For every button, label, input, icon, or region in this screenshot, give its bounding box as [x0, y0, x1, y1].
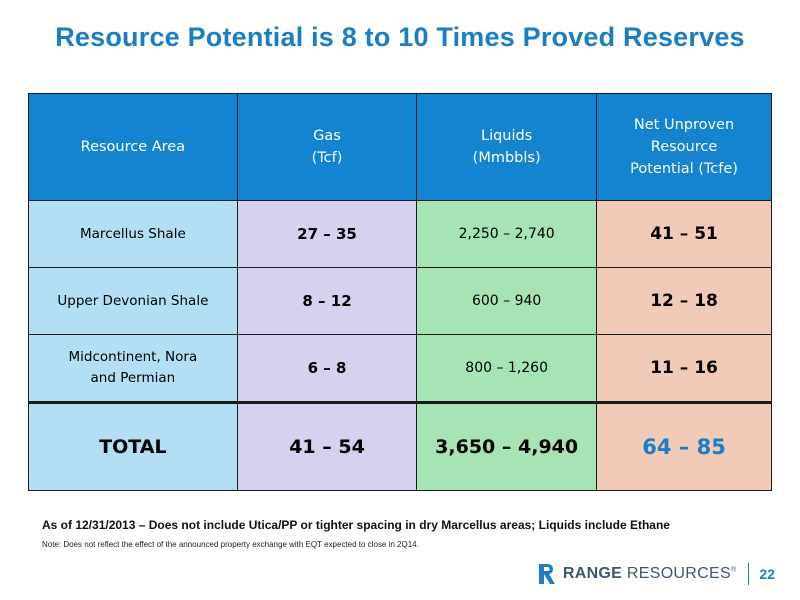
cell-resource-area: Marcellus Shale [28, 200, 238, 268]
footer: RANGE RESOURCES® 22 [537, 562, 775, 586]
cell-liquids: 2,250 – 2,740 [416, 200, 598, 268]
table-row: Upper Devonian Shale 8 – 12 600 – 940 12… [28, 267, 772, 335]
cell-total-net-potential: 64 – 85 [596, 401, 772, 491]
cell-liquids: 800 – 1,260 [416, 334, 598, 403]
page-number: 22 [759, 566, 775, 582]
cell-total-label: TOTAL [28, 401, 238, 491]
table-row: Marcellus Shale 27 – 35 2,250 – 2,740 41… [28, 200, 772, 268]
header-resource-area: Resource Area [28, 93, 238, 201]
header-net-unproven: Net Unproven Resource Potential (Tcfe) [596, 93, 772, 201]
cell-net-potential: 11 – 16 [596, 334, 772, 403]
cell-gas: 6 – 8 [236, 334, 418, 403]
cell-net-potential: 41 – 51 [596, 200, 772, 268]
header-liquids: Liquids (Mmbbls) [416, 93, 598, 201]
cell-resource-area: Upper Devonian Shale [28, 267, 238, 335]
cell-resource-area: Midcontinent, Nora and Permian [28, 334, 238, 403]
resource-table: Resource Area Gas (Tcf) Liquids (Mmbbls)… [28, 93, 772, 491]
footnote-main: As of 12/31/2013 – Does not include Utic… [42, 518, 670, 532]
slide-title: Resource Potential is 8 to 10 Times Prov… [55, 22, 745, 52]
cell-total-gas: 41 – 54 [236, 401, 418, 491]
cell-gas: 8 – 12 [236, 267, 418, 335]
cell-liquids: 600 – 940 [416, 267, 598, 335]
cell-net-potential: 12 – 18 [596, 267, 772, 335]
table-total-row: TOTAL 41 – 54 3,650 – 4,940 64 – 85 [28, 401, 772, 491]
footnote-note: Note: Does not reflect the effect of the… [42, 540, 419, 549]
table-row: Midcontinent, Nora and Permian 6 – 8 800… [28, 334, 772, 403]
cell-gas: 27 – 35 [236, 200, 418, 268]
table-header-row: Resource Area Gas (Tcf) Liquids (Mmbbls)… [28, 93, 772, 201]
range-resources-logo-icon [538, 564, 555, 584]
header-gas: Gas (Tcf) [236, 93, 418, 201]
company-logo-text: RANGE RESOURCES® [562, 565, 737, 582]
footer-divider [748, 563, 750, 585]
cell-total-liquids: 3,650 – 4,940 [416, 401, 598, 491]
